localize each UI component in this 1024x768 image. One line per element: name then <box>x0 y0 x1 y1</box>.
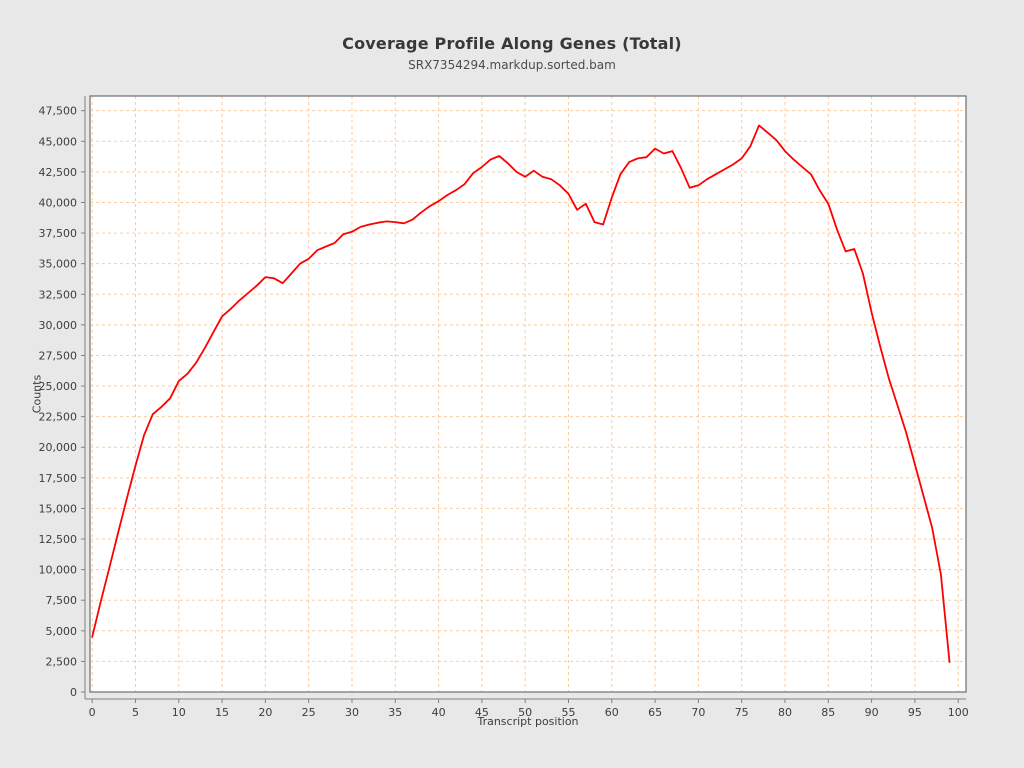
y-tick-label: 47,500 <box>39 105 78 118</box>
y-tick-label: 0 <box>70 686 77 699</box>
x-tick-label: 45 <box>475 706 489 719</box>
chart-title: Coverage Profile Along Genes (Total) <box>342 34 682 53</box>
y-tick-label: 12,500 <box>39 533 78 546</box>
y-tick-label: 40,000 <box>39 196 78 209</box>
y-tick-label: 10,000 <box>39 564 78 577</box>
plot-background <box>90 96 966 692</box>
y-tick-label: 37,500 <box>39 227 78 240</box>
x-tick-label: 35 <box>388 706 402 719</box>
y-tick-label: 42,500 <box>39 166 78 179</box>
x-tick-label: 80 <box>778 706 792 719</box>
y-tick-label: 27,500 <box>39 349 78 362</box>
x-tick-label: 5 <box>132 706 139 719</box>
x-tick-label: 15 <box>215 706 229 719</box>
x-tick-label: 60 <box>605 706 619 719</box>
x-tick-label: 85 <box>821 706 835 719</box>
y-tick-label: 7,500 <box>46 594 78 607</box>
y-tick-label: 5,000 <box>46 625 78 638</box>
x-tick-label: 75 <box>735 706 749 719</box>
y-tick-label: 15,000 <box>39 502 78 515</box>
x-tick-label: 95 <box>908 706 922 719</box>
x-tick-label: 20 <box>258 706 272 719</box>
y-tick-label: 22,500 <box>39 411 78 424</box>
coverage-series-line <box>91 124 951 663</box>
x-tick-label: 0 <box>89 706 96 719</box>
x-tick-label: 100 <box>948 706 969 719</box>
chart-subtitle: SRX7354294.markdup.sorted.bam <box>408 58 616 72</box>
y-tick-label: 25,000 <box>39 380 78 393</box>
x-tick-label: 30 <box>345 706 359 719</box>
x-tick-label: 40 <box>432 706 446 719</box>
y-axis-title: Counts <box>30 374 44 414</box>
x-tick-label: 10 <box>172 706 186 719</box>
y-tick-label: 30,000 <box>39 319 78 332</box>
y-tick-label: 20,000 <box>39 441 78 454</box>
x-tick-label: 25 <box>302 706 316 719</box>
x-tick-label: 90 <box>865 706 879 719</box>
x-axis-title: Transcript position <box>477 715 579 728</box>
y-tick-label: 45,000 <box>39 135 78 148</box>
y-tick-label: 17,500 <box>39 472 78 485</box>
x-tick-label: 50 <box>518 706 532 719</box>
x-tick-label: 70 <box>691 706 705 719</box>
x-tick-label: 55 <box>561 706 575 719</box>
y-tick-label: 2,500 <box>46 655 78 668</box>
y-tick-label: 35,000 <box>39 258 78 271</box>
x-tick-label: 65 <box>648 706 662 719</box>
plot-border <box>89 95 967 693</box>
y-tick-label: 32,500 <box>39 288 78 301</box>
